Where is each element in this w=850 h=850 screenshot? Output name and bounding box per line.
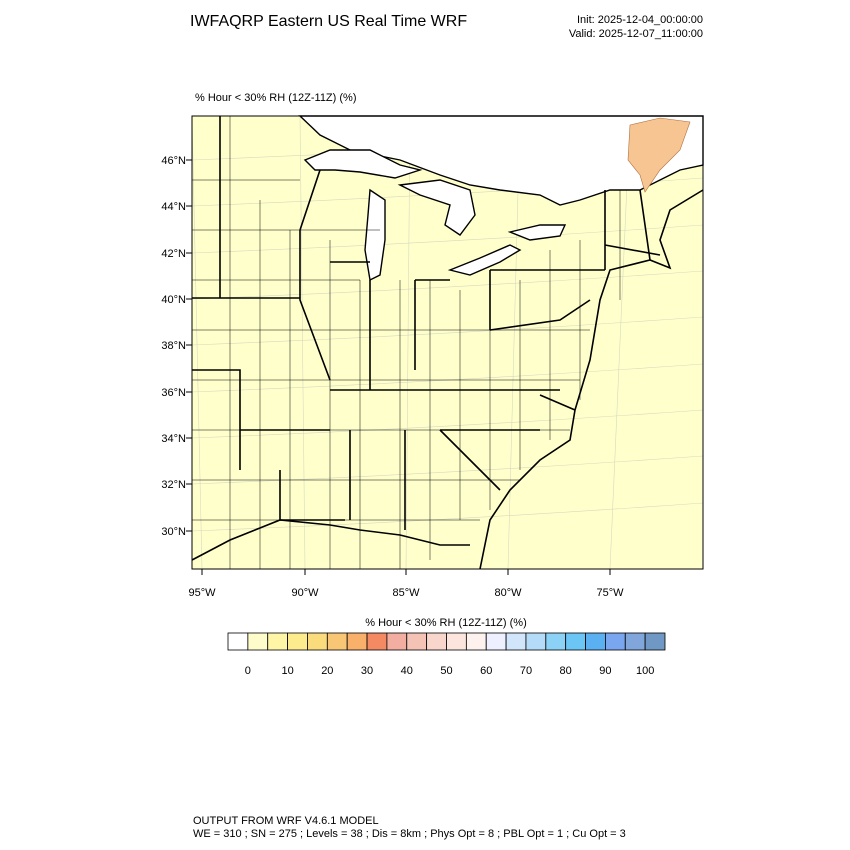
field-label: % Hour < 30% RH (12Z-11Z) (%) bbox=[195, 92, 356, 104]
county-lines bbox=[192, 116, 621, 569]
valid-time: Valid: 2025-12-07_11:00:00 bbox=[569, 28, 703, 40]
lake-ontario bbox=[507, 224, 567, 241]
dry-area bbox=[627, 117, 691, 193]
colorbar-tick-label: 100 bbox=[636, 665, 654, 677]
colorbar-box bbox=[406, 632, 428, 651]
lake-erie bbox=[447, 244, 522, 276]
colorbar-box bbox=[565, 632, 586, 651]
colorbar-box bbox=[624, 632, 646, 651]
colorbar-tick-label: 90 bbox=[599, 665, 611, 677]
colorbar-box bbox=[287, 632, 308, 651]
colorbar-box bbox=[326, 632, 348, 651]
colorbar-tick-label: 50 bbox=[440, 665, 452, 677]
colorbar-tick-label: 70 bbox=[520, 665, 532, 677]
title: IWFAQRP Eastern US Real Time WRF bbox=[190, 13, 467, 30]
colorbar-tick-label: 40 bbox=[401, 665, 413, 677]
colorbar-box bbox=[366, 632, 388, 651]
lat-label: 32°N bbox=[161, 479, 186, 491]
footer-line-1: OUTPUT FROM WRF V4.6.1 MODEL bbox=[193, 815, 379, 827]
map-frame bbox=[191, 115, 704, 570]
colorbar-box bbox=[307, 632, 328, 651]
colorbar-title: % Hour < 30% RH (12Z-11Z) (%) bbox=[365, 617, 526, 629]
colorbar-box bbox=[545, 632, 567, 651]
state-borders bbox=[191, 116, 704, 570]
lake-huron bbox=[397, 179, 476, 236]
colorbar-box bbox=[485, 632, 507, 651]
lat-label: 46°N bbox=[161, 155, 186, 167]
lon-label: 85°W bbox=[392, 587, 420, 599]
colorbar-box bbox=[505, 632, 527, 651]
lon-label: 95°W bbox=[188, 587, 216, 599]
lake-superior bbox=[303, 149, 423, 179]
colorbar-box bbox=[247, 632, 269, 651]
colorbar-box bbox=[267, 632, 288, 651]
lake-michigan bbox=[364, 188, 386, 282]
lat-label: 34°N bbox=[161, 433, 186, 445]
colorbar-box bbox=[525, 632, 547, 651]
colorbar-box bbox=[346, 632, 368, 651]
colorbar-box bbox=[605, 632, 626, 651]
colorbar-tick-label: 10 bbox=[281, 665, 293, 677]
colorbar-box bbox=[426, 632, 447, 651]
colorbar-box bbox=[446, 632, 467, 651]
colorbar-box bbox=[386, 632, 408, 651]
colorbar-tick-label: 30 bbox=[361, 665, 373, 677]
colorbar-box bbox=[227, 632, 249, 651]
lon-label: 75°W bbox=[596, 587, 624, 599]
lon-label: 90°W bbox=[291, 587, 319, 599]
colorbar-tick-label: 80 bbox=[560, 665, 572, 677]
lat-label: 30°N bbox=[161, 526, 186, 538]
colorbar-box bbox=[585, 632, 606, 651]
lat-label: 40°N bbox=[161, 294, 186, 306]
colorbar-tick-label: 0 bbox=[245, 665, 251, 677]
lat-label: 38°N bbox=[161, 340, 186, 352]
colorbar-box bbox=[465, 632, 487, 651]
map bbox=[191, 115, 704, 570]
lat-label: 44°N bbox=[161, 201, 186, 213]
lat-label: 36°N bbox=[161, 387, 186, 399]
init-time: Init: 2025-12-04_00:00:00 bbox=[577, 14, 703, 26]
lon-label: 80°W bbox=[494, 587, 522, 599]
colorbar-tick-label: 60 bbox=[480, 665, 492, 677]
colorbar-box bbox=[644, 632, 666, 651]
colorbar-tick-label: 20 bbox=[321, 665, 333, 677]
footer-line-2: WE = 310 ; SN = 275 ; Levels = 38 ; Dis … bbox=[193, 828, 626, 840]
lat-label: 42°N bbox=[161, 248, 186, 260]
